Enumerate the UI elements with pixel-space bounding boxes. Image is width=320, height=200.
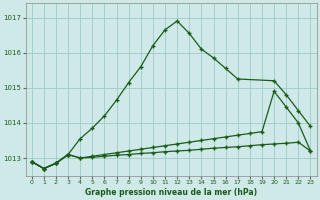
X-axis label: Graphe pression niveau de la mer (hPa): Graphe pression niveau de la mer (hPa) (85, 188, 257, 197)
